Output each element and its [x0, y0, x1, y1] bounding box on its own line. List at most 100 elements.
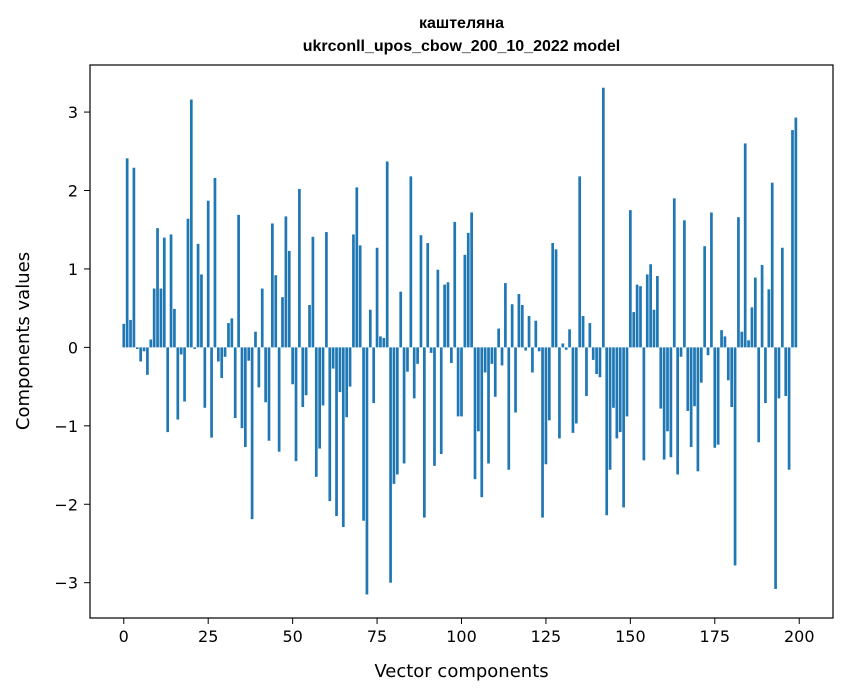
bar-171	[699, 347, 703, 383]
bar-159	[659, 347, 663, 409]
bar-184	[743, 143, 747, 348]
bar-89	[423, 347, 426, 518]
bar-49	[287, 250, 291, 348]
bar-21	[193, 347, 197, 349]
chart-title-line1: каштеляна	[419, 15, 504, 32]
bar-48	[284, 216, 288, 348]
bar-87	[416, 347, 419, 364]
x-axis-ticks: 0 25 50 75 100 125 150 175 200	[119, 618, 815, 646]
bar-7	[146, 347, 149, 375]
bar-186	[750, 307, 754, 348]
bar-196	[784, 347, 788, 397]
bar-122	[534, 320, 538, 348]
bar-68	[352, 234, 355, 348]
x-tick-label: 0	[119, 627, 129, 646]
y-tick-label: −1	[54, 417, 78, 436]
bar-13	[166, 347, 170, 433]
bar-151	[632, 312, 636, 348]
bar-114	[507, 347, 511, 470]
bar-39	[254, 331, 257, 348]
bar-107	[483, 347, 487, 373]
bar-14	[169, 234, 173, 348]
y-tick-label: −2	[54, 495, 78, 514]
bar-20	[189, 99, 193, 348]
bar-95	[443, 284, 446, 348]
bar-164	[676, 347, 679, 475]
bar-148	[622, 347, 625, 508]
bar-22	[196, 243, 200, 348]
bar-1	[125, 158, 129, 348]
bar-96	[446, 282, 450, 348]
bar-168	[689, 347, 693, 447]
y-axis-ticks: −3 −2 −1 0 1 2 3	[54, 103, 90, 593]
bar-57	[314, 347, 318, 477]
bar-112	[500, 347, 504, 366]
bar-78	[385, 161, 389, 348]
bar-126	[547, 347, 551, 421]
bar-167	[686, 347, 690, 411]
bar-157	[652, 309, 656, 348]
bar-109	[490, 347, 494, 364]
bar-103	[470, 212, 473, 348]
bar-72	[365, 347, 369, 595]
y-tick-label: 0	[68, 338, 78, 357]
bar-34	[237, 214, 240, 348]
bar-188	[757, 347, 761, 443]
bar-123	[537, 347, 541, 352]
bar-179	[726, 347, 730, 381]
bar-127	[551, 243, 555, 348]
bar-91	[429, 347, 433, 353]
bar-8	[149, 339, 153, 348]
bar-47	[281, 297, 284, 348]
bar-71	[362, 347, 365, 521]
bar-11	[159, 288, 163, 348]
chart-title-line2: ukrconll_upos_cbow_200_10_2022 model	[303, 38, 620, 55]
bar-108	[487, 347, 490, 464]
bar-174	[710, 212, 713, 348]
bar-51	[294, 347, 298, 462]
bar-183	[740, 331, 744, 348]
bar-43	[267, 347, 271, 441]
bar-135	[578, 176, 582, 348]
bar-111	[497, 328, 500, 348]
bar-98	[453, 221, 457, 348]
bar-67	[348, 347, 352, 387]
bar-116	[514, 347, 517, 413]
bar-145	[612, 347, 615, 408]
bar-147	[618, 347, 622, 433]
bar-189	[760, 265, 764, 348]
bar-10	[156, 228, 159, 348]
bar-178	[723, 336, 727, 348]
bar-59	[321, 347, 325, 406]
bar-85	[409, 176, 413, 348]
x-tick-label: 200	[784, 627, 815, 646]
bar-74	[372, 347, 376, 404]
bar-142	[601, 87, 605, 348]
bar-6	[142, 347, 146, 352]
bar-194	[777, 347, 781, 399]
bar-152	[635, 284, 639, 348]
bar-138	[588, 323, 592, 348]
bar-133	[571, 347, 575, 433]
x-tick-label: 75	[367, 627, 387, 646]
bar-58	[318, 347, 321, 449]
bar-162	[669, 347, 673, 458]
bar-192	[770, 182, 774, 348]
bar-161	[666, 347, 669, 432]
bar-190	[764, 347, 767, 404]
bar-28	[216, 347, 220, 362]
bar-139	[591, 347, 595, 360]
bar-24	[203, 347, 207, 408]
bar-18	[183, 347, 186, 402]
bar-130	[561, 343, 565, 348]
bar-141	[598, 347, 602, 378]
bar-117	[517, 294, 521, 348]
bar-86	[412, 347, 416, 399]
bar-158	[656, 276, 659, 348]
bar-102	[466, 232, 470, 348]
bar-129	[558, 347, 561, 439]
bar-160	[662, 347, 666, 460]
bar-173	[706, 347, 710, 356]
bar-44	[271, 223, 274, 348]
